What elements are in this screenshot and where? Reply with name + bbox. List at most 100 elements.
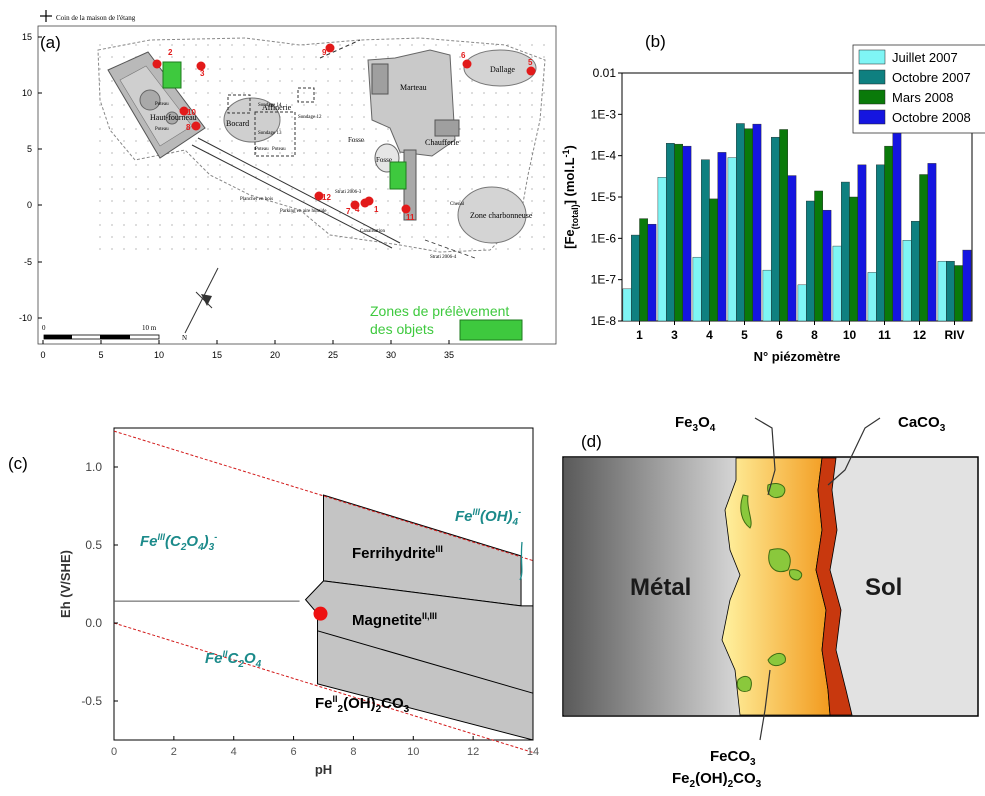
grid-dot — [135, 188, 137, 190]
grid-dot — [279, 188, 281, 190]
grid-dot — [387, 200, 389, 202]
grid-dot — [135, 128, 137, 130]
x-tick-label: 14 — [527, 746, 539, 758]
grid-dot — [111, 104, 113, 106]
grid-dot — [423, 236, 425, 238]
grid-dot — [459, 56, 461, 58]
legend-label: Juillet 2007 — [892, 50, 958, 65]
y-tick-label: 0.5 — [85, 538, 102, 552]
zones-legend-line2: des objets — [370, 321, 434, 337]
grid-dot — [99, 104, 101, 106]
panel-c-label: (c) — [8, 454, 28, 473]
site-label: Sondage 13 — [258, 131, 282, 136]
grid-dot — [255, 68, 257, 70]
grid-dot — [123, 188, 125, 190]
water-lower-limit — [113, 622, 534, 753]
grid-dot — [219, 56, 221, 58]
grid-dot — [351, 188, 353, 190]
panel-c-pourbaix: 0 2 4 6 8 10 12 14 1.0 0.5 0.0 -0.5 pH Eh (V/SHE) FeII… — [0, 412, 560, 791]
boundary-magnetite-carbonate — [317, 630, 534, 694]
grid-dot — [423, 200, 425, 202]
grid-dot — [291, 56, 293, 58]
x-tick-label: 1 — [636, 328, 643, 342]
sample-number: 3 — [200, 69, 205, 78]
grid-dot — [123, 104, 125, 106]
grid-dot — [195, 224, 197, 226]
bar — [911, 220, 920, 322]
grid-dot — [471, 116, 473, 118]
grid-dot — [351, 164, 353, 166]
grid-dot — [219, 236, 221, 238]
fe3o4-label: Fe3O4 — [675, 414, 716, 434]
grid-dot — [111, 128, 113, 130]
grid-dot — [279, 152, 281, 154]
grid-dot — [435, 44, 437, 46]
grid-dot — [195, 188, 197, 190]
grid-dot — [303, 80, 305, 82]
grid-dot — [147, 188, 149, 190]
y-tick-label: 1E-8 — [591, 314, 617, 328]
grid-dot — [183, 188, 185, 190]
x-tick-label: 4 — [231, 746, 237, 758]
grid-dot — [447, 200, 449, 202]
site-label: Plancher en bois — [240, 197, 273, 202]
panel-a-label: (a) — [40, 33, 61, 52]
map-y-tick-label: 5 — [27, 144, 32, 154]
grid-dot — [339, 44, 341, 46]
grid-dot — [531, 128, 533, 130]
sample-number: 2 — [168, 48, 173, 57]
bar — [744, 128, 754, 322]
grid-dot — [111, 164, 113, 166]
site-label: Canalisation — [360, 229, 385, 234]
grid-dot — [207, 212, 209, 214]
bar — [779, 129, 789, 322]
grid-dot — [231, 212, 233, 214]
grid-dot — [219, 140, 221, 142]
grid-dot — [315, 116, 317, 118]
bar — [622, 288, 632, 322]
grid-dot — [531, 224, 533, 226]
grid-dot — [375, 188, 377, 190]
grid-dot — [243, 68, 245, 70]
grid-dot — [459, 188, 461, 190]
grid-dot — [459, 104, 461, 106]
grid-dot — [447, 164, 449, 166]
grid-dot — [519, 152, 521, 154]
grid-dot — [147, 248, 149, 250]
schematic-svg: Métal Sol Fe3O4 CaCO3 FeCO3 Fe2(OH)2CO3 — [562, 414, 979, 790]
grid-dot — [147, 164, 149, 166]
grid-dot — [279, 44, 281, 46]
grid-dot — [147, 236, 149, 238]
grid-dot — [231, 80, 233, 82]
grid-dot — [279, 200, 281, 202]
bar — [692, 256, 702, 322]
bar — [902, 240, 912, 322]
bar — [867, 272, 877, 322]
map-y-tick-label: 15 — [22, 32, 32, 42]
grid-dot — [243, 164, 245, 166]
grid-dot — [255, 236, 257, 238]
grid-dot — [495, 92, 497, 94]
grid-dot — [327, 164, 329, 166]
map-y-tick-label: 0 — [27, 200, 32, 210]
grid-dot — [195, 80, 197, 82]
grid-dot — [159, 164, 161, 166]
grid-dot — [135, 164, 137, 166]
grid-dot — [315, 68, 317, 70]
grid-dot — [111, 200, 113, 202]
grid-dot — [447, 44, 449, 46]
grid-dot — [459, 164, 461, 166]
grid-dot — [375, 236, 377, 238]
grid-dot — [459, 116, 461, 118]
grid-dot — [279, 68, 281, 70]
grid-dot — [327, 200, 329, 202]
grid-dot — [507, 116, 509, 118]
grid-dot — [171, 224, 173, 226]
grid-dot — [471, 128, 473, 130]
grid-dot — [171, 176, 173, 178]
grid-dot — [183, 80, 185, 82]
grid-dot — [267, 152, 269, 154]
field-label-ferrihydrite: FerrihydriteIII — [352, 544, 443, 562]
grid-dot — [303, 224, 305, 226]
grid-dot — [231, 68, 233, 70]
